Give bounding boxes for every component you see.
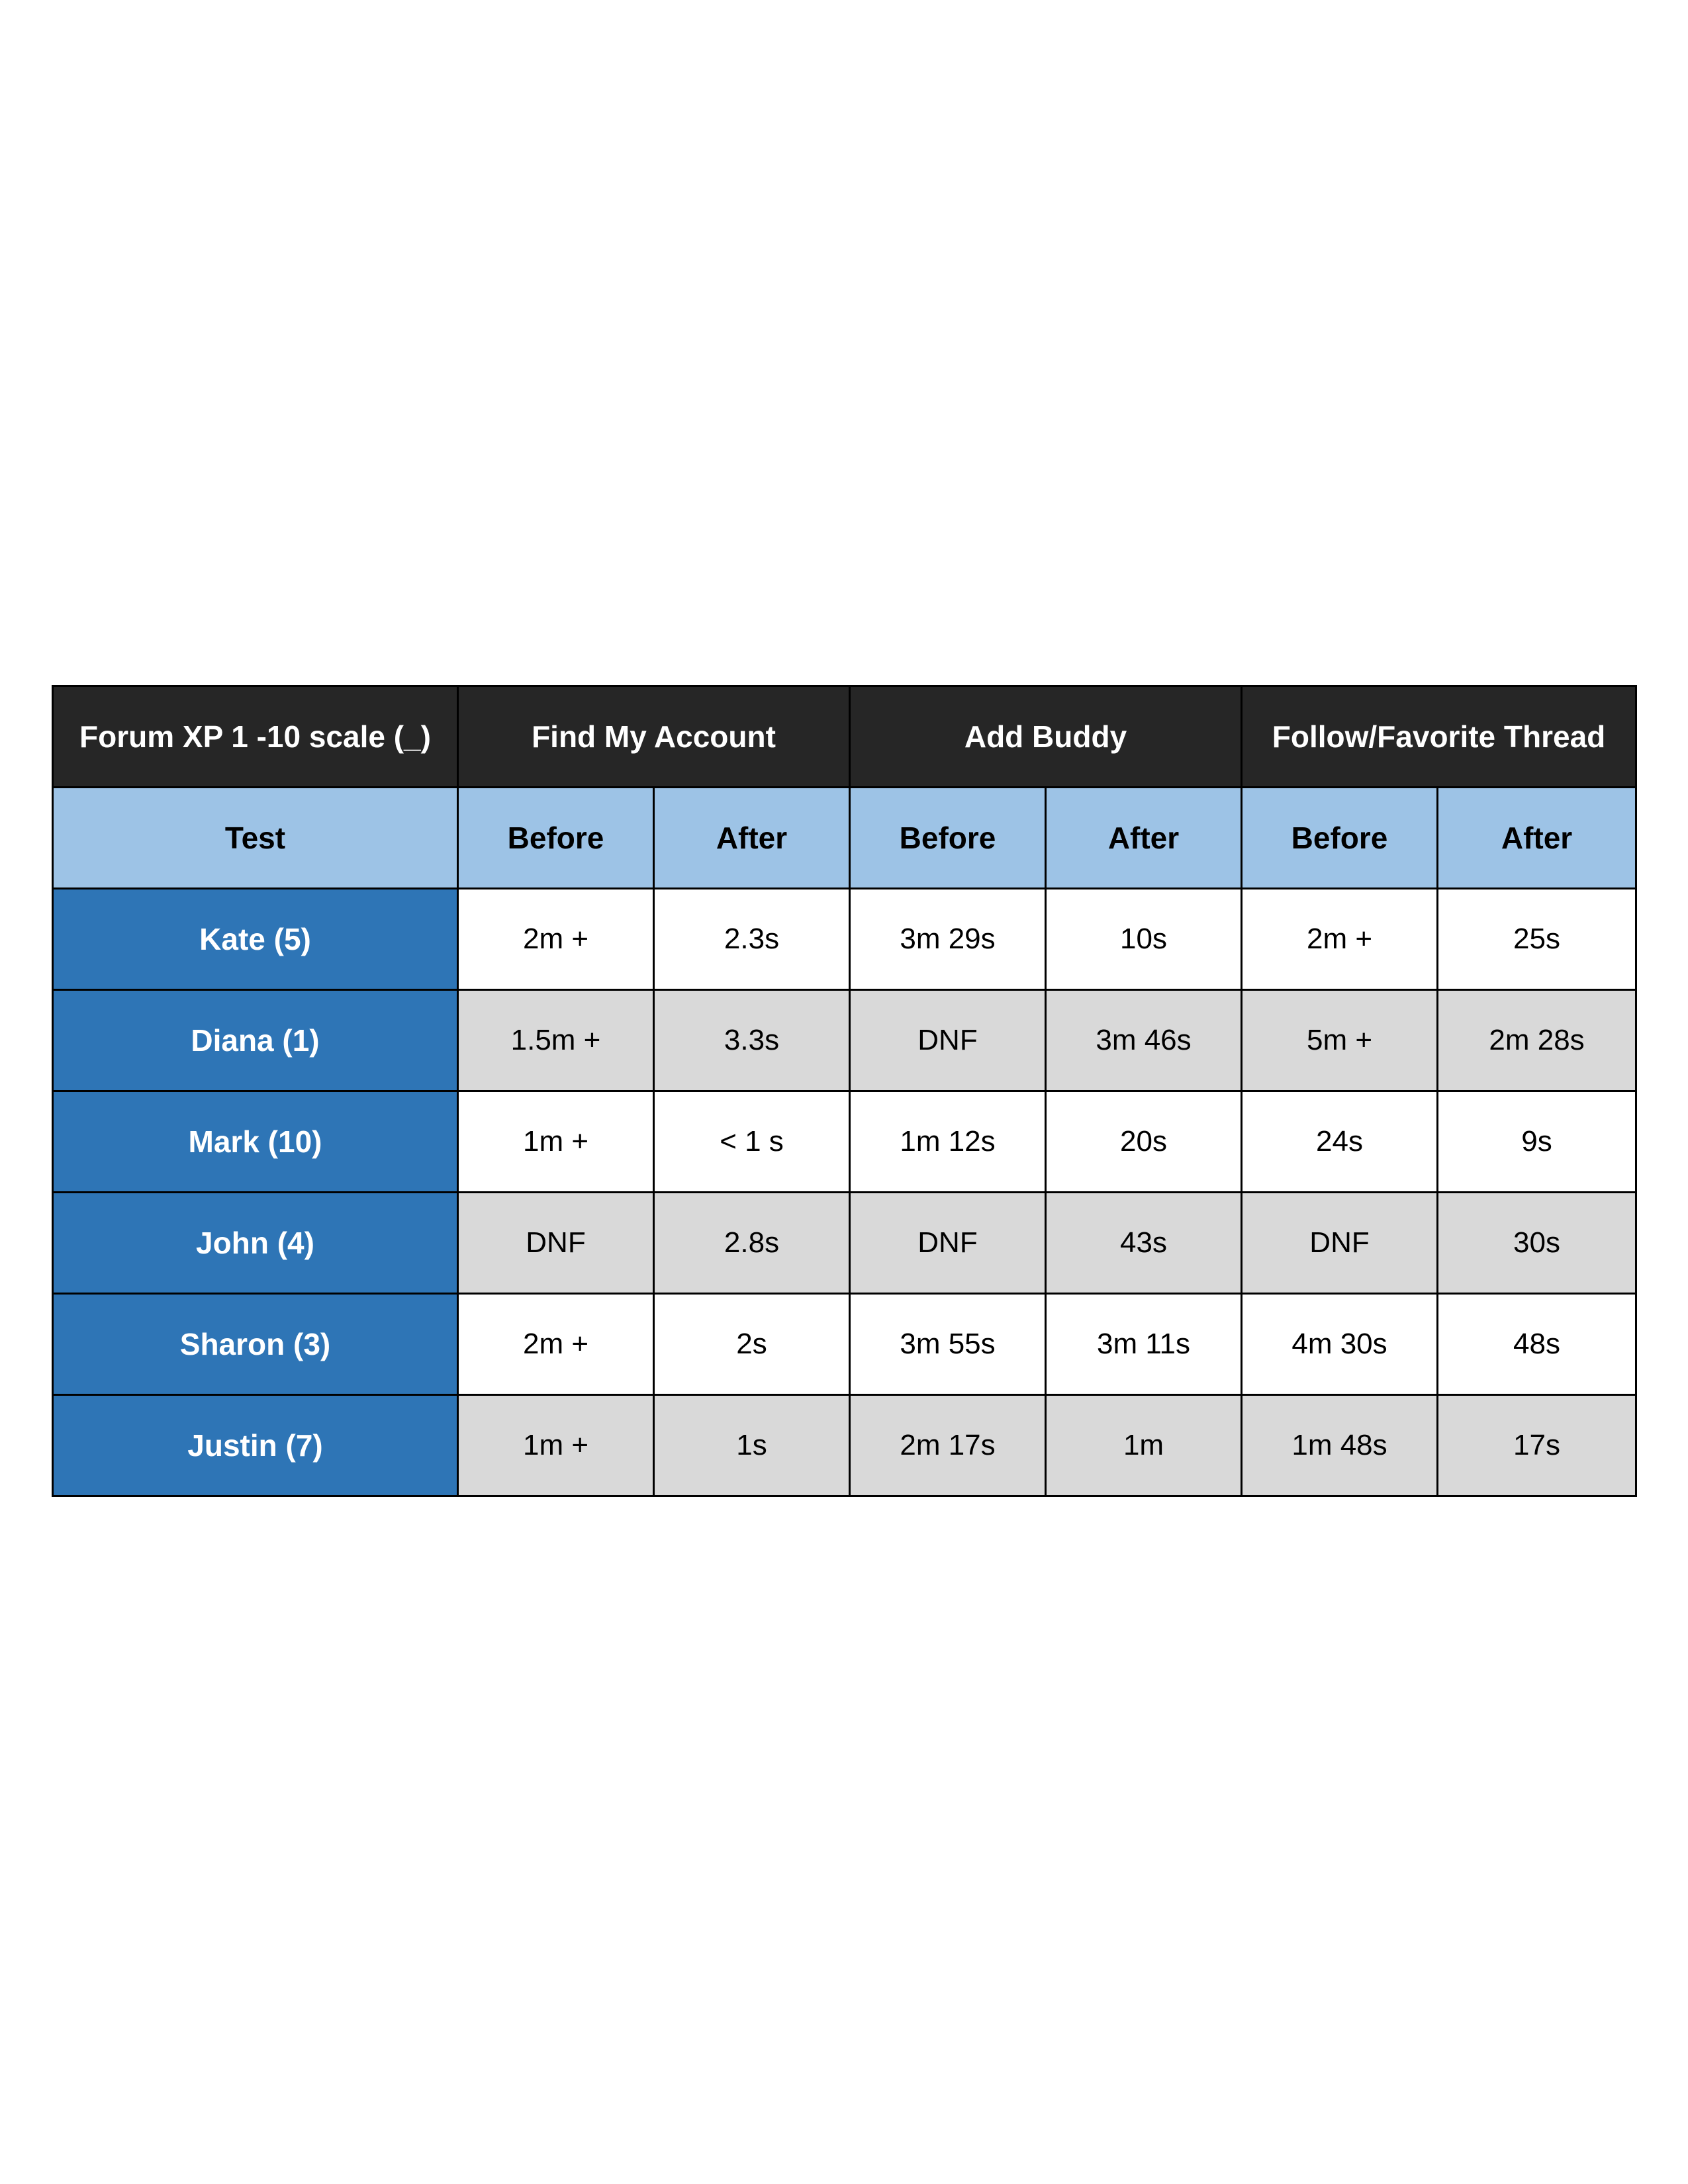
table-row: Kate (5) 2m + 2.3s 3m 29s 10s 2m + 25s bbox=[52, 887, 1638, 991]
table-cell: 10s bbox=[1044, 887, 1243, 991]
table-cell: DNF bbox=[849, 989, 1047, 1092]
table-cell: 3m 29s bbox=[849, 887, 1047, 991]
table-cell: 2m + bbox=[1241, 887, 1439, 991]
table-cell: 5m + bbox=[1241, 989, 1439, 1092]
table-cell: 2m + bbox=[457, 1293, 655, 1396]
table-cell: < 1 s bbox=[653, 1090, 851, 1193]
table-cell: 2m + bbox=[457, 887, 655, 991]
subheader-after: After bbox=[1436, 786, 1638, 889]
subheader-before: Before bbox=[849, 786, 1047, 889]
subheader-after: After bbox=[1044, 786, 1243, 889]
row-label-header: Test bbox=[52, 786, 459, 889]
table-cell: 30s bbox=[1436, 1191, 1638, 1295]
table-cell: 3.3s bbox=[653, 989, 851, 1092]
table-cell: 2m 17s bbox=[849, 1394, 1047, 1497]
participant-name: Diana (1) bbox=[52, 989, 459, 1092]
table-row: Mark (10) 1m + < 1 s 1m 12s 20s 24s 9s bbox=[52, 1090, 1638, 1193]
table-cell: DNF bbox=[457, 1191, 655, 1295]
results-table: Forum XP 1 -10 scale (_) Find My Account… bbox=[52, 685, 1638, 1497]
table-cell: 43s bbox=[1044, 1191, 1243, 1295]
participant-name: Justin (7) bbox=[52, 1394, 459, 1497]
table-row: Justin (7) 1m + 1s 2m 17s 1m 1m 48s 17s bbox=[52, 1394, 1638, 1497]
subheader-after: After bbox=[653, 786, 851, 889]
table-cell: 1.5m + bbox=[457, 989, 655, 1092]
table-cell: 3m 11s bbox=[1044, 1293, 1243, 1396]
table-cell: 1m 48s bbox=[1241, 1394, 1439, 1497]
table-row: John (4) DNF 2.8s DNF 43s DNF 30s bbox=[52, 1191, 1638, 1295]
table-cell: 2.8s bbox=[653, 1191, 851, 1295]
task-header-follow-favorite-thread: Follow/Favorite Thread bbox=[1241, 685, 1638, 788]
subheader-row: Test Before After Before After Before Af… bbox=[52, 786, 1638, 889]
corner-header: Forum XP 1 -10 scale (_) bbox=[52, 685, 459, 788]
task-header-find-my-account: Find My Account bbox=[457, 685, 851, 788]
participant-name: John (4) bbox=[52, 1191, 459, 1295]
participant-name: Mark (10) bbox=[52, 1090, 459, 1193]
table-cell: 17s bbox=[1436, 1394, 1638, 1497]
table-row: Sharon (3) 2m + 2s 3m 55s 3m 11s 4m 30s … bbox=[52, 1293, 1638, 1396]
table-cell: 24s bbox=[1241, 1090, 1439, 1193]
participant-name: Kate (5) bbox=[52, 887, 459, 991]
participant-name: Sharon (3) bbox=[52, 1293, 459, 1396]
task-header-add-buddy: Add Buddy bbox=[848, 685, 1243, 788]
table-cell: 9s bbox=[1436, 1090, 1638, 1193]
table-row: Diana (1) 1.5m + 3.3s DNF 3m 46s 5m + 2m… bbox=[52, 989, 1638, 1092]
table-cell: 2m 28s bbox=[1436, 989, 1638, 1092]
subheader-before: Before bbox=[1241, 786, 1439, 889]
table-cell: 1m bbox=[1044, 1394, 1243, 1497]
table-cell: 48s bbox=[1436, 1293, 1638, 1396]
table-cell: 2s bbox=[653, 1293, 851, 1396]
table-cell: 1s bbox=[653, 1394, 851, 1497]
table-cell: 25s bbox=[1436, 887, 1638, 991]
table-cell: 4m 30s bbox=[1241, 1293, 1439, 1396]
table-cell: 3m 55s bbox=[849, 1293, 1047, 1396]
table-cell: DNF bbox=[849, 1191, 1047, 1295]
table-cell: 3m 46s bbox=[1044, 989, 1243, 1092]
table-cell: 2.3s bbox=[653, 887, 851, 991]
table-cell: 1m 12s bbox=[849, 1090, 1047, 1193]
table-cell: 20s bbox=[1044, 1090, 1243, 1193]
table-cell: DNF bbox=[1241, 1191, 1439, 1295]
subheader-before: Before bbox=[457, 786, 655, 889]
table-cell: 1m + bbox=[457, 1394, 655, 1497]
task-header-row: Forum XP 1 -10 scale (_) Find My Account… bbox=[52, 685, 1638, 788]
table-cell: 1m + bbox=[457, 1090, 655, 1193]
